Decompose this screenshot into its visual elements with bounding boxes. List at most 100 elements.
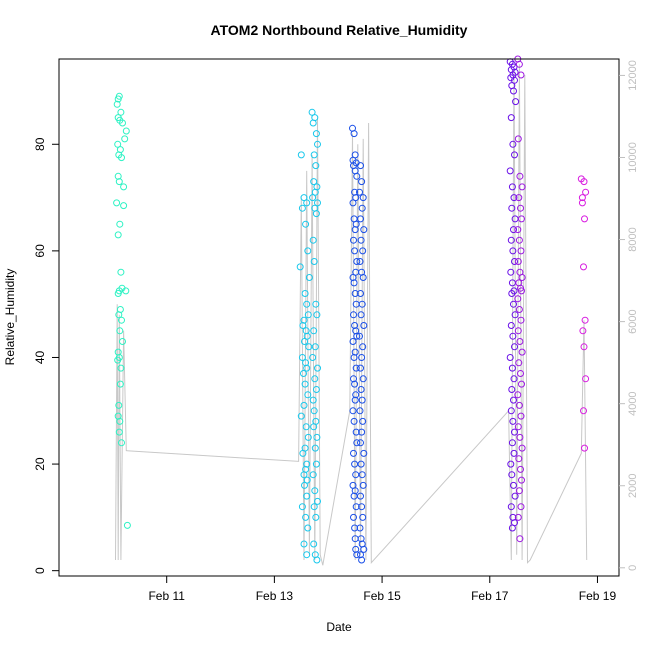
scatter-point bbox=[518, 476, 525, 484]
scatter-point bbox=[301, 481, 308, 489]
scatter-point bbox=[114, 356, 122, 364]
scatter-point bbox=[517, 465, 524, 473]
scatter-point bbox=[507, 407, 515, 415]
scatter-point bbox=[510, 300, 517, 308]
scatter-point bbox=[509, 332, 517, 340]
scatter-point bbox=[312, 386, 320, 393]
scatter-point bbox=[301, 338, 308, 345]
scatter-point bbox=[310, 327, 318, 335]
scatter-point bbox=[303, 300, 311, 308]
scatter-point bbox=[310, 423, 318, 431]
scatter-point bbox=[511, 492, 519, 500]
scatter-point bbox=[312, 210, 320, 218]
scatter-point bbox=[357, 364, 364, 372]
scatter-point bbox=[517, 503, 525, 511]
scatter-point bbox=[515, 194, 523, 202]
scatter-point bbox=[119, 338, 126, 345]
scatter-point bbox=[510, 226, 517, 234]
scatter-point bbox=[351, 380, 359, 388]
y2-tick-label: 2000 bbox=[627, 473, 639, 497]
scatter-point bbox=[514, 226, 522, 234]
scatter-point bbox=[300, 370, 307, 377]
scatter-point bbox=[350, 417, 358, 425]
scatter-point bbox=[508, 386, 516, 393]
scatter-point bbox=[300, 471, 308, 479]
scatter-point bbox=[356, 258, 364, 265]
scatter-point bbox=[581, 215, 588, 223]
scatter-point bbox=[351, 247, 359, 255]
scatter-point bbox=[310, 503, 318, 511]
scatter-point bbox=[350, 513, 357, 521]
y-axis: 0 20 40 60 80 bbox=[33, 137, 59, 574]
scatter-point bbox=[514, 423, 522, 431]
scatter-point bbox=[578, 199, 586, 207]
x-tick-label: Feb 17 bbox=[471, 589, 509, 603]
y-tick-label: 40 bbox=[33, 350, 47, 364]
y-tick-label: 20 bbox=[33, 457, 47, 471]
scatter-point bbox=[303, 551, 311, 559]
scatter-point bbox=[507, 236, 515, 244]
scatter-point bbox=[353, 172, 361, 180]
scatter-point bbox=[116, 380, 124, 388]
scatter-point bbox=[309, 471, 317, 479]
scatter-point bbox=[508, 524, 516, 532]
scatter-point bbox=[515, 306, 523, 313]
scatter-point bbox=[349, 199, 357, 207]
scatter-point bbox=[117, 108, 125, 116]
scatter-point bbox=[358, 471, 366, 479]
scatter-point bbox=[301, 380, 309, 388]
scatter-point bbox=[506, 354, 514, 361]
scatter-point bbox=[516, 535, 524, 543]
scatter-point bbox=[302, 513, 310, 521]
scatter-point bbox=[118, 439, 125, 447]
scatter-point bbox=[310, 151, 318, 159]
scatter-point bbox=[510, 194, 518, 202]
x-tick-label: Feb 19 bbox=[579, 589, 617, 603]
scatter-point bbox=[304, 391, 312, 399]
scatter-point bbox=[115, 92, 123, 100]
scatter-point bbox=[350, 130, 358, 138]
scatter-point bbox=[508, 471, 516, 479]
scatter-point bbox=[356, 188, 363, 196]
scatter-point bbox=[580, 263, 587, 271]
scatter-point bbox=[359, 481, 367, 489]
scatter-point bbox=[113, 100, 121, 108]
scatter-point bbox=[506, 167, 514, 175]
scatter-point bbox=[314, 497, 321, 505]
scatter-point bbox=[303, 460, 311, 468]
scatter-point bbox=[297, 412, 305, 420]
scatter-point bbox=[357, 492, 364, 500]
scatter-point bbox=[353, 258, 361, 265]
scatter-point bbox=[357, 162, 364, 170]
scatter-point bbox=[358, 503, 366, 511]
scatter-point bbox=[309, 396, 317, 404]
scatter-point bbox=[357, 215, 364, 223]
scatter-point bbox=[359, 194, 367, 202]
scatter-point bbox=[314, 199, 321, 207]
x-tick-label: Feb 11 bbox=[148, 589, 185, 603]
scatter-point bbox=[512, 98, 520, 106]
scatter-point bbox=[350, 311, 357, 319]
y2-tick-label: 12000 bbox=[627, 60, 639, 91]
scatter-point bbox=[351, 322, 359, 329]
scatter-point bbox=[517, 71, 525, 79]
scatter-point bbox=[578, 194, 586, 202]
scatter-point bbox=[118, 316, 125, 324]
scatter-point bbox=[300, 316, 308, 324]
scatter-point bbox=[360, 226, 368, 234]
y2-tick-label: 6000 bbox=[627, 309, 639, 333]
scatter-point bbox=[308, 108, 316, 116]
scatter-point bbox=[360, 449, 368, 457]
scatter-point bbox=[516, 433, 524, 441]
scatter-point bbox=[357, 290, 364, 297]
scatter-point bbox=[350, 236, 357, 244]
y-axis-label: Relative_Humidity bbox=[3, 269, 17, 366]
scatter-point bbox=[515, 60, 523, 68]
scatter-point bbox=[351, 524, 359, 532]
scatter-point bbox=[357, 236, 365, 244]
scatter-point bbox=[359, 343, 367, 351]
scatter-point bbox=[116, 220, 124, 228]
y-tick-label: 60 bbox=[33, 244, 47, 258]
scatter-point bbox=[352, 545, 360, 553]
scatter-point bbox=[349, 338, 357, 345]
